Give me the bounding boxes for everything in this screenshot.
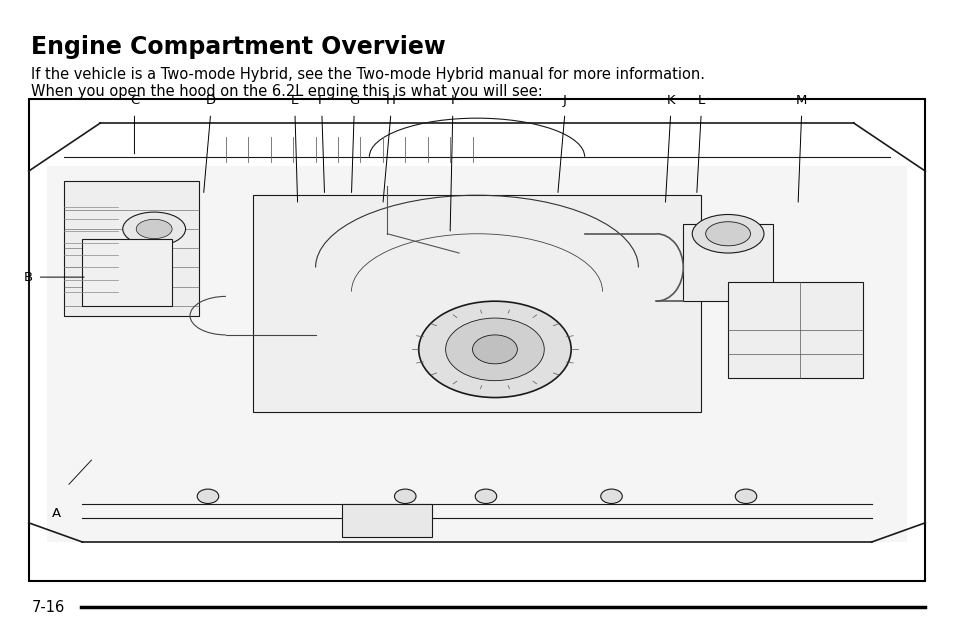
FancyBboxPatch shape [29,99,924,581]
Bar [342,503,432,537]
Circle shape [197,489,218,503]
Ellipse shape [472,335,517,364]
Text: L: L [697,94,704,107]
Text: I: I [451,94,455,107]
Ellipse shape [418,301,571,397]
Ellipse shape [136,219,172,239]
Text: M: M [795,94,806,107]
FancyBboxPatch shape [47,167,906,542]
Text: A: A [52,507,61,519]
Text: E: E [291,94,299,107]
Text: 7-16: 7-16 [31,600,65,615]
Circle shape [600,489,621,503]
Bar [253,195,700,412]
Ellipse shape [692,214,763,253]
Bar [727,282,862,378]
Text: G: G [349,94,359,107]
Text: K: K [666,94,675,107]
Circle shape [735,489,756,503]
Bar [682,224,772,301]
Text: H: H [386,94,395,107]
Bar [65,181,199,316]
Text: B: B [24,271,32,284]
Text: F: F [317,94,325,107]
Circle shape [475,489,497,503]
Text: C: C [130,94,139,107]
Bar [82,239,172,306]
Circle shape [395,489,416,503]
Text: J: J [562,94,566,107]
Text: Engine Compartment Overview: Engine Compartment Overview [31,35,446,59]
Ellipse shape [123,212,185,246]
Text: When you open the hood on the 6.2L engine this is what you will see:: When you open the hood on the 6.2L engin… [31,84,542,100]
Text: If the vehicle is a Two-mode Hybrid, see the Two-mode Hybrid manual for more inf: If the vehicle is a Two-mode Hybrid, see… [31,67,704,82]
Ellipse shape [445,318,543,381]
Ellipse shape [705,222,750,246]
Text: D: D [206,94,215,107]
